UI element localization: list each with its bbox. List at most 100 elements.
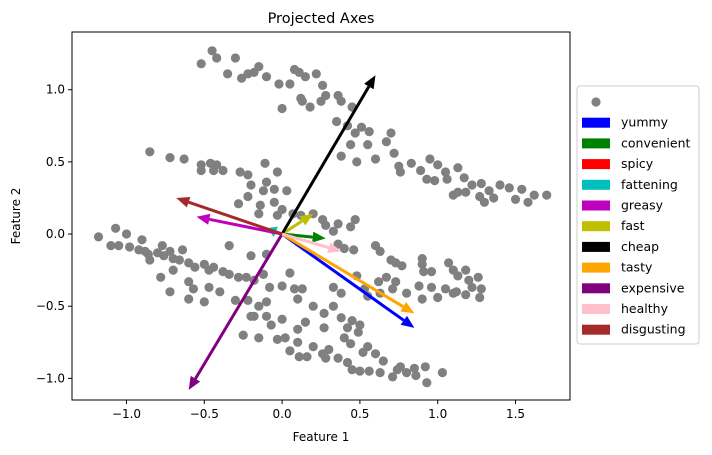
scatter-point <box>416 165 426 176</box>
y-axis-label: Feature 2 <box>9 188 23 245</box>
arrow-shaft-expensive <box>194 233 284 380</box>
scatter-point <box>402 288 412 298</box>
arrow-shaft-disgusting <box>188 200 283 236</box>
scatter-point <box>333 219 343 229</box>
scatter-point <box>243 170 253 180</box>
legend-entry-greasy: greasy <box>582 198 664 213</box>
scatter-point <box>336 313 346 323</box>
scatter-point <box>370 349 381 359</box>
scatter-point <box>517 184 527 194</box>
arrow-shaft-tasty <box>281 232 404 309</box>
scatter-point <box>165 287 175 297</box>
scatter-point <box>433 292 443 303</box>
arrow-expensive <box>188 233 284 390</box>
scatter-point <box>258 186 268 196</box>
legend-label-fattening: fattening <box>621 177 678 192</box>
legend-entry-spicy: spicy <box>582 156 654 171</box>
chart-title: Projected Axes <box>268 11 375 27</box>
scatter-point <box>353 327 363 337</box>
scatter-point <box>177 245 188 255</box>
scatter-point <box>350 215 360 225</box>
scatter-point <box>246 251 256 261</box>
scatter-point <box>453 271 463 281</box>
legend-entry-healthy: healthy <box>582 301 669 316</box>
scatter-point <box>388 372 398 382</box>
legend-entry-cheap: cheap <box>582 239 659 254</box>
scatter-point <box>422 174 432 184</box>
scatter-point <box>265 282 275 292</box>
scatter-point <box>473 272 483 282</box>
arrow-shaft-fast <box>281 219 304 236</box>
scatter-point <box>274 79 284 89</box>
scatter-point <box>381 272 391 282</box>
scatter-point <box>391 277 401 287</box>
scatter-point <box>243 295 253 305</box>
legend-label-yummy: yummy <box>621 115 669 130</box>
scatter-point <box>414 281 424 291</box>
legend-swatch-yummy <box>582 117 610 128</box>
scatter-point <box>489 193 499 203</box>
legend-label-spicy: spicy <box>621 156 654 171</box>
scatter-point <box>269 184 279 194</box>
scatter-point <box>246 180 256 190</box>
scatter-point <box>93 232 104 242</box>
scatter-point <box>422 378 432 388</box>
arrow-head-yummy <box>400 315 415 328</box>
y-axis-ticks: −1.0 −0.5 0.0 0.5 1.0 <box>36 83 72 385</box>
scatter-point <box>523 197 533 207</box>
scatter-point <box>190 262 200 272</box>
scatter-point <box>461 290 471 300</box>
scatter-point <box>230 295 240 305</box>
legend-label-greasy: greasy <box>621 198 664 213</box>
scatter-point <box>241 272 251 282</box>
scatter-point <box>272 167 282 177</box>
scatter-point <box>336 96 346 106</box>
legend-entry-expensive: expensive <box>582 280 685 295</box>
scatter-point <box>261 72 272 82</box>
scatter-point <box>230 53 240 63</box>
scatter-point <box>349 245 359 255</box>
scatter-point <box>233 272 244 282</box>
scatter-point <box>467 180 477 190</box>
scatter-point <box>188 284 198 294</box>
scatter-point <box>285 268 295 278</box>
scatter-point <box>464 275 474 285</box>
scatter-point <box>215 287 225 297</box>
scatter-point <box>484 186 494 196</box>
legend-label-fast: fast <box>621 218 645 233</box>
scatter-point <box>165 246 175 256</box>
scatter-point <box>395 167 405 177</box>
scatter-point <box>440 167 451 177</box>
scatter-point <box>444 258 454 268</box>
scatter-point <box>277 281 287 291</box>
scatter-point <box>184 294 194 304</box>
scatter-point <box>430 176 440 186</box>
y-tick-label: 0.0 <box>46 227 65 241</box>
scatter-point <box>409 363 419 373</box>
scatter-point <box>346 222 356 232</box>
scatter-point <box>293 337 303 347</box>
scatter-point <box>145 255 155 265</box>
scatter-point <box>461 187 471 197</box>
scatter-point <box>269 197 279 207</box>
scatter-point <box>417 294 427 304</box>
scatter-point <box>297 96 307 106</box>
plot-frame <box>71 31 571 401</box>
scatter-point <box>336 288 346 298</box>
scatter-point <box>179 154 189 164</box>
scatter-point <box>308 342 318 352</box>
scatter-point <box>342 323 353 333</box>
scatter-point <box>207 46 217 56</box>
scatter-point <box>289 284 300 294</box>
legend-entry-tasty: tasty <box>582 260 653 275</box>
scatter-point <box>168 265 178 275</box>
scatter-point <box>364 127 374 137</box>
scatter-point <box>364 366 374 376</box>
scatter-points <box>93 46 552 388</box>
scatter-point <box>426 282 437 292</box>
scatter-point <box>258 269 268 279</box>
scatter-point <box>297 284 307 294</box>
scatter-point <box>420 362 430 372</box>
scatter-point <box>339 243 349 254</box>
arrow-tasty <box>281 232 415 314</box>
